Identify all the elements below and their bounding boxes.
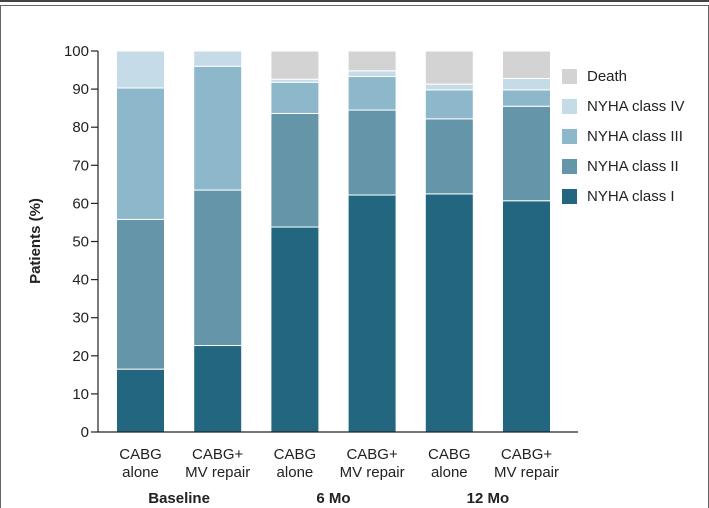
- bars-layer: [116, 50, 551, 433]
- x-category-label: CABG: [274, 446, 317, 463]
- y-tick-label: 40: [72, 272, 89, 289]
- bar-segment-5-series-1: [424, 193, 474, 433]
- bar-segment-4-series-3: [347, 76, 397, 111]
- y-axis-label: Patients (%): [27, 198, 44, 284]
- bar-segment-5-series-4: [424, 83, 474, 91]
- x-group-label: 6 Mo: [316, 490, 350, 507]
- x-category-label: CABG: [119, 446, 162, 463]
- x-category-label: CABG+: [192, 446, 244, 463]
- bar-segment-1-series-4: [116, 50, 165, 89]
- y-tick-label: 0: [81, 424, 89, 441]
- y-tick-label: 70: [72, 157, 89, 174]
- bar-segment-2-series-1: [193, 345, 243, 433]
- bar-segment-4-series-2: [347, 109, 397, 196]
- x-group-label: 12 Mo: [467, 490, 510, 507]
- y-tick-label: 10: [72, 386, 89, 403]
- frame-top-border: [0, 0, 709, 2]
- bar-segment-5-series-5: [424, 50, 474, 85]
- bar-segment-4-series-5: [347, 50, 397, 72]
- bar-segment-2-series-4: [193, 50, 243, 67]
- bar-segment-3-series-2: [270, 112, 320, 228]
- legend-label: NYHA class I: [587, 188, 675, 205]
- x-category-label: CABG+: [346, 446, 398, 463]
- legend-swatch: [562, 69, 577, 84]
- bar-segment-5-series-2: [424, 118, 474, 195]
- bar-segment-4-series-1: [347, 194, 397, 433]
- bar-segment-5-series-3: [424, 89, 474, 120]
- y-tick-label: 50: [72, 234, 89, 251]
- legend: Death NYHA class IV NYHA class III NYHA cla…: [562, 68, 685, 205]
- y-tick-label: 20: [72, 348, 89, 365]
- y-tick-label: 100: [64, 43, 89, 60]
- bar-segment-6-series-4: [502, 77, 551, 91]
- legend-swatch: [562, 99, 577, 114]
- x-category-label: alone: [277, 464, 314, 481]
- y-tick-label: 80: [72, 119, 89, 136]
- bar-segment-6-series-5: [502, 50, 551, 79]
- bar-segment-1-series-1: [116, 368, 165, 433]
- legend-swatch: [562, 189, 577, 204]
- y-tick-label: 30: [72, 310, 89, 327]
- x-category-label: CABG+: [501, 446, 553, 463]
- bar-segment-1-series-3: [116, 87, 165, 220]
- bar-segment-6-series-2: [502, 105, 551, 202]
- bar-segment-3-series-1: [270, 226, 320, 433]
- x-category-label: alone: [122, 464, 159, 481]
- bar-segment-1-series-2: [116, 218, 165, 370]
- legend-label: NYHA class II: [587, 158, 679, 175]
- y-tick-label: 90: [72, 81, 89, 98]
- bar-segment-6-series-1: [502, 200, 551, 433]
- x-category-label: CABG: [428, 446, 471, 463]
- x-group-label: Baseline: [148, 490, 210, 507]
- legend-swatch: [562, 129, 577, 144]
- x-category-label: MV repair: [340, 464, 405, 481]
- legend-label: NYHA class IV: [587, 98, 685, 115]
- bar-segment-3-series-5: [270, 50, 320, 80]
- x-category-label: alone: [431, 464, 468, 481]
- legend-swatch: [562, 159, 577, 174]
- bar-segment-4-series-4: [347, 70, 397, 78]
- bar-segment-6-series-3: [502, 89, 551, 107]
- x-category-label: MV repair: [494, 464, 559, 481]
- legend-label: NYHA class III: [587, 128, 683, 145]
- legend-label: Death: [587, 68, 627, 85]
- y-axis: 0 10 20 30 40 50 60 70 80 90 100: [64, 43, 99, 441]
- bar-segment-2-series-2: [193, 189, 243, 347]
- bar-segment-3-series-3: [270, 81, 320, 114]
- bar-segment-2-series-3: [193, 65, 243, 191]
- frame-inner-border: [0, 5, 709, 6]
- frame-left-border: [0, 5, 1, 508]
- x-category-label: MV repair: [185, 464, 250, 481]
- y-tick-label: 60: [72, 195, 89, 212]
